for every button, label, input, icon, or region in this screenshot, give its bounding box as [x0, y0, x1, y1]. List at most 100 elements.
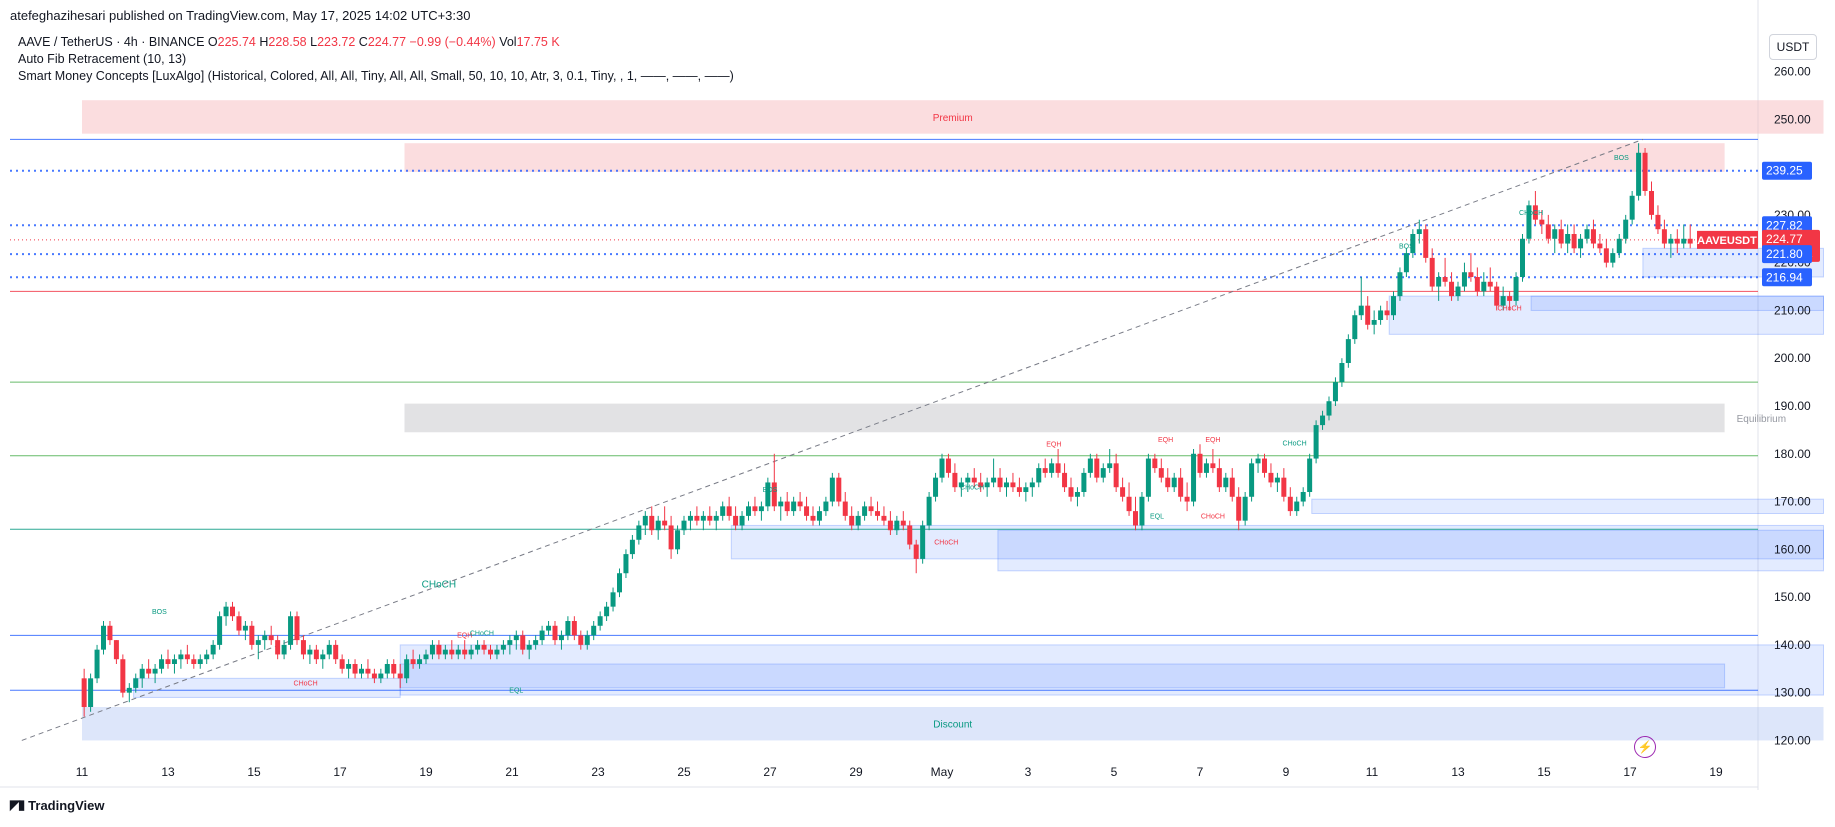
candle-body-208	[1423, 229, 1429, 258]
candle-body-242	[1642, 152, 1648, 191]
volume-value: 17.75 K	[516, 35, 560, 49]
structure-label-4: CHoCH	[470, 630, 494, 637]
candle-body-69	[526, 644, 532, 650]
candle-body-63	[488, 649, 493, 655]
candle-body-65	[500, 644, 506, 650]
candle-body-0	[81, 678, 87, 707]
candle-body-146	[1023, 487, 1029, 492]
x-tick-label-3: 17	[333, 765, 347, 779]
candle-body-207	[1416, 229, 1422, 234]
candle-body-91	[668, 525, 674, 550]
tradingview-logo[interactable]: ◤▮ TradingView	[10, 797, 105, 813]
candle-body-90	[662, 520, 668, 526]
candle-body-246	[1668, 238, 1674, 244]
candle-body-244	[1655, 214, 1661, 230]
candle-body-37	[320, 654, 326, 660]
structure-label-11: EQH	[1205, 437, 1220, 444]
price-tag-0: 239.25	[1766, 164, 1803, 178]
candle-body-93	[681, 520, 687, 531]
candle-body-216	[1474, 277, 1480, 292]
y-tick-label-6: 180.00	[1774, 447, 1811, 461]
candle-body-99	[720, 506, 726, 516]
candle-body-46	[378, 673, 384, 679]
candle-body-18	[197, 659, 203, 664]
x-tick-label-5: 21	[505, 765, 519, 779]
candle-body-190	[1307, 458, 1313, 492]
currency-selector[interactable]: USDT	[1769, 34, 1817, 60]
candle-body-220	[1500, 296, 1506, 306]
candle-body-210	[1436, 277, 1442, 287]
structure-label-8: CHoCH	[934, 540, 958, 547]
candle-body-9	[139, 668, 145, 679]
candle-body-189	[1300, 492, 1306, 502]
candle-body-149	[1042, 468, 1048, 473]
indicator-fib[interactable]: Auto Fib Retracement (10, 13)	[18, 52, 187, 66]
symbol-label[interactable]: AAVE / TetherUS · 4h · BINANCE	[18, 35, 205, 49]
candle-body-44	[365, 668, 371, 674]
structure-label-3: EQH	[457, 633, 472, 640]
structure-label-0: BOS	[152, 609, 167, 616]
x-tick-label-10: May	[931, 765, 954, 779]
price-tag-bg-3	[1762, 245, 1812, 264]
x-tick-label-2: 15	[247, 765, 261, 779]
x-tick-label-14: 9	[1283, 765, 1290, 779]
candle-body-196	[1345, 339, 1351, 363]
candle-body-204	[1397, 272, 1403, 297]
candle-body-225	[1532, 205, 1538, 220]
candle-body-125	[887, 520, 893, 531]
candle-body-138	[971, 477, 977, 483]
candle-body-172	[1191, 453, 1197, 502]
x-tick-label-12: 5	[1111, 765, 1118, 779]
candle-body-229	[1558, 229, 1564, 244]
candle-body-72	[546, 625, 552, 631]
candle-body-17	[191, 659, 197, 664]
candle-body-83	[617, 573, 622, 593]
candle-body-10	[146, 668, 152, 674]
x-tick-label-7: 25	[677, 765, 691, 779]
candle-body-35	[307, 649, 313, 655]
candle-body-21	[217, 616, 223, 645]
y-tick-label-5: 170.00	[1774, 495, 1811, 509]
x-tick-label-18: 17	[1623, 765, 1637, 779]
candle-body-180	[1242, 496, 1248, 521]
candle-body-136	[958, 482, 964, 488]
candle-body-113	[810, 515, 816, 521]
change-value: −0.99 (−0.44%)	[409, 35, 496, 49]
candle-body-168	[1165, 477, 1171, 488]
candle-body-73	[552, 625, 558, 641]
candle-body-211	[1442, 277, 1448, 282]
order-block-4	[997, 529, 1824, 572]
price-tag-bg-0	[1762, 161, 1812, 180]
candle-body-47	[384, 664, 390, 674]
candle-body-82	[610, 592, 616, 607]
candle-body-101	[733, 515, 739, 526]
candle-body-102	[739, 515, 745, 526]
y-tick-label-1: 130.00	[1774, 686, 1811, 700]
lightning-icon[interactable]: ⚡	[1634, 736, 1656, 758]
order-block-2	[399, 663, 1726, 689]
candle-body-14	[171, 659, 177, 664]
y-tick-label-9: 210.00	[1774, 303, 1811, 317]
price-tag-bg-4	[1762, 268, 1812, 287]
candle-body-127	[900, 520, 906, 526]
indicator-smc[interactable]: Smart Money Concepts [LuxAlgo] (Historic…	[18, 69, 734, 83]
candle-body-24	[236, 616, 242, 631]
candle-body-131	[926, 496, 932, 526]
candle-body-98	[713, 515, 719, 521]
candle-body-200	[1371, 320, 1377, 325]
candle-body-15	[178, 654, 184, 660]
candle-body-224	[1526, 205, 1532, 239]
price-tag-3: 221.80	[1766, 247, 1803, 261]
candle-body-170	[1178, 477, 1184, 497]
price-tag-bg-1	[1762, 216, 1812, 235]
candle-body-96	[700, 515, 706, 521]
candle-body-54	[429, 644, 435, 655]
candle-body-58	[455, 649, 461, 655]
candle-body-201	[1378, 310, 1384, 320]
candle-body-42	[352, 664, 358, 674]
candle-body-248	[1681, 238, 1687, 244]
x-tick-label-8: 27	[763, 765, 777, 779]
y-tick-label-7: 190.00	[1774, 399, 1811, 413]
